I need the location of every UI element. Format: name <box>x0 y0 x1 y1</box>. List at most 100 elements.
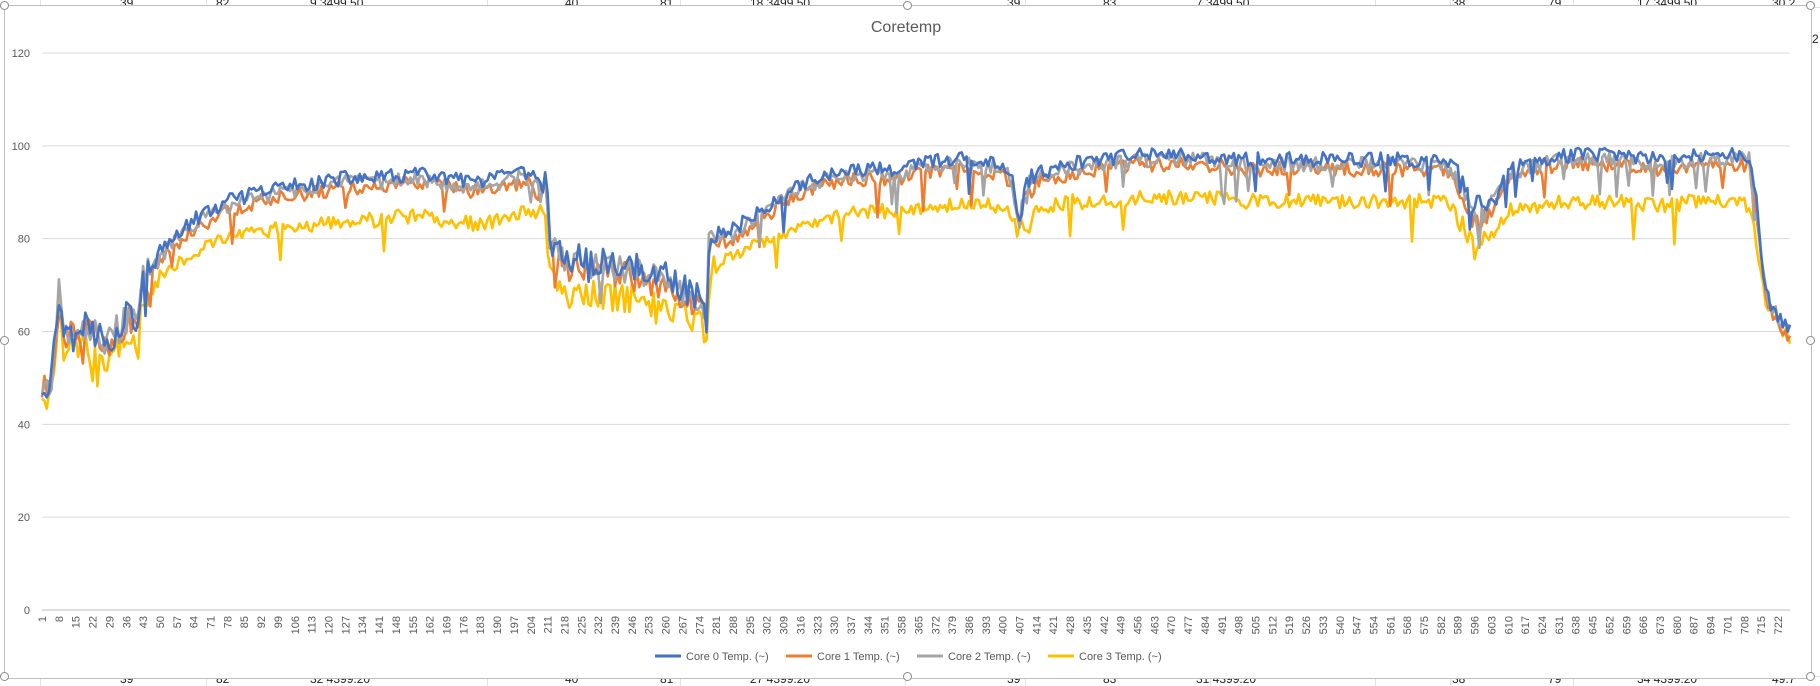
y-tick-label: 120 <box>12 48 30 60</box>
x-tick-label: 253 <box>644 616 656 634</box>
x-tick-label: 337 <box>846 616 858 634</box>
x-tick-label: 680 <box>1672 616 1684 634</box>
series-lines <box>40 146 1792 410</box>
x-tick-label: 218 <box>559 616 571 634</box>
x-tick-label: 344 <box>863 616 875 634</box>
x-tick-label: 575 <box>1419 616 1431 634</box>
x-tick-label: 8 <box>54 616 66 622</box>
x-tick-label: 351 <box>880 616 892 634</box>
x-tick-label: 533 <box>1318 616 1330 634</box>
x-tick-label: 589 <box>1453 616 1465 634</box>
legend-item-core-0: Core 0 Temp. (~) <box>655 651 769 663</box>
y-tick-label: 40 <box>18 419 30 431</box>
resize-handle-bottom-right[interactable] <box>1806 672 1815 681</box>
resize-handle-top-left[interactable] <box>0 1 9 10</box>
legend-label: Core 1 Temp. (~) <box>817 651 900 663</box>
x-tick-label: 323 <box>812 616 824 634</box>
gridlines <box>42 52 1790 611</box>
x-tick-label: 470 <box>1166 616 1178 634</box>
x-tick-label: 491 <box>1217 616 1229 634</box>
resize-handle-bottom[interactable] <box>903 672 912 681</box>
x-tick-label: 722 <box>1773 616 1785 634</box>
x-tick-label: 617 <box>1520 616 1532 634</box>
x-tick-label: 141 <box>374 616 386 634</box>
x-tick-label: 57 <box>172 616 184 628</box>
resize-handle-bottom-left[interactable] <box>0 672 9 681</box>
legend-label: Core 2 Temp. (~) <box>948 651 1031 663</box>
resize-handle-top[interactable] <box>903 1 912 10</box>
x-tick-label: 274 <box>694 616 706 634</box>
x-tick-label: 295 <box>745 616 757 634</box>
x-tick-label: 512 <box>1267 616 1279 634</box>
x-tick-label: 281 <box>711 616 723 634</box>
x-tick-label: 407 <box>1015 616 1027 634</box>
x-tick-label: 393 <box>981 616 993 634</box>
x-tick-label: 36 <box>121 616 133 628</box>
x-tick-label: 1 <box>37 616 49 622</box>
x-tick-label: 484 <box>1200 616 1212 634</box>
x-tick-label: 652 <box>1604 616 1616 634</box>
x-tick-label: 330 <box>829 616 841 634</box>
legend-label: Core 0 Temp. (~) <box>686 651 769 663</box>
x-tick-label: 435 <box>1082 616 1094 634</box>
sheet-cell[interactable]: 2 <box>1812 32 1819 46</box>
x-tick-label: 204 <box>526 616 538 634</box>
legend-item-core-1: Core 1 Temp. (~) <box>786 651 900 663</box>
x-tick-label: 29 <box>104 616 116 628</box>
x-tick-label: 211 <box>543 616 555 634</box>
x-tick-label: 155 <box>408 616 420 634</box>
x-tick-label: 22 <box>88 616 100 628</box>
x-tick-label: 596 <box>1470 616 1482 634</box>
y-tick-label: 100 <box>12 141 30 153</box>
y-axis-ticks: 0 20 40 60 80 100 120 <box>12 48 30 617</box>
x-tick-label: 288 <box>728 616 740 634</box>
x-tick-label: 85 <box>239 616 251 628</box>
x-tick-label: 624 <box>1537 616 1549 634</box>
x-tick-label: 540 <box>1335 616 1347 634</box>
x-tick-label: 372 <box>930 616 942 634</box>
x-tick-label: 379 <box>947 616 959 634</box>
x-tick-label: 498 <box>1234 616 1246 634</box>
x-tick-label: 162 <box>425 616 437 634</box>
x-tick-label: 302 <box>762 616 774 634</box>
x-tick-label: 568 <box>1402 616 1414 634</box>
series-line-core-2 <box>40 151 1791 397</box>
x-tick-label: 134 <box>357 616 369 634</box>
x-tick-label: 456 <box>1133 616 1145 634</box>
series-line-core-0 <box>41 146 1792 399</box>
legend-item-core-2: Core 2 Temp. (~) <box>917 651 1031 663</box>
x-tick-label: 71 <box>206 616 218 628</box>
x-tick-label: 477 <box>1183 616 1195 634</box>
chart-area[interactable] <box>4 5 1812 679</box>
x-tick-label: 701 <box>1722 616 1734 634</box>
x-tick-label: 246 <box>627 616 639 634</box>
x-tick-label: 120 <box>324 616 336 634</box>
x-tick-label: 449 <box>1116 616 1128 634</box>
x-tick-label: 169 <box>441 616 453 634</box>
resize-handle-top-right[interactable] <box>1806 1 1815 10</box>
legend-label: Core 3 Temp. (~) <box>1079 651 1162 663</box>
y-tick-label: 20 <box>18 512 30 524</box>
x-axis-ticks: 1 8 15 22 29 36 43 50 57 64 71 78 85 92 99 106 113 120 127… <box>37 616 1785 634</box>
x-tick-label: 673 <box>1655 616 1667 634</box>
resize-handle-left[interactable] <box>0 336 9 345</box>
x-tick-label: 442 <box>1099 616 1111 634</box>
x-tick-label: 421 <box>1048 616 1060 634</box>
y-tick-label: 80 <box>18 234 30 246</box>
x-tick-label: 687 <box>1689 616 1701 634</box>
x-tick-label: 386 <box>964 616 976 634</box>
x-tick-label: 365 <box>913 616 925 634</box>
x-tick-label: 316 <box>795 616 807 634</box>
x-tick-label: 610 <box>1503 616 1515 634</box>
x-tick-label: 50 <box>155 616 167 628</box>
x-tick-label: 225 <box>576 616 588 634</box>
resize-handle-right[interactable] <box>1806 336 1815 345</box>
x-tick-label: 232 <box>593 616 605 634</box>
x-tick-label: 239 <box>610 616 622 634</box>
x-tick-label: 582 <box>1436 616 1448 634</box>
y-tick-label: 0 <box>24 605 30 617</box>
x-tick-label: 99 <box>273 616 285 628</box>
x-tick-label: 113 <box>307 616 319 634</box>
x-tick-label: 526 <box>1301 616 1313 634</box>
